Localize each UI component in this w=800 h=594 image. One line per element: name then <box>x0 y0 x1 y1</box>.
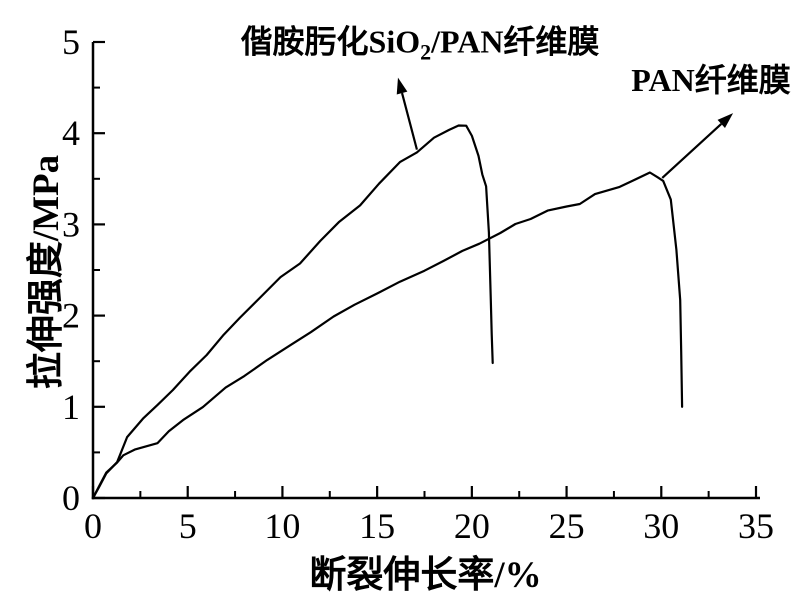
annotation-arrow-line-1 <box>661 123 723 179</box>
x-axis-title: 断裂伸长率/% <box>309 555 542 594</box>
x-tick-label: 15 <box>359 506 395 546</box>
annotation-modified-subscript: 2 <box>420 39 432 65</box>
y-axis-title: 拉伸强度/MPa <box>26 154 67 390</box>
y-tick-label: 0 <box>62 478 80 518</box>
curve-amidoximated-sio2-pan <box>91 124 494 500</box>
axis-ticks <box>91 40 758 500</box>
annotation-arrow-head-1 <box>717 113 734 128</box>
x-tick-label: 25 <box>549 506 585 546</box>
x-tick-label: 35 <box>738 506 774 546</box>
x-tick-label: 10 <box>264 506 300 546</box>
y-tick-label: 4 <box>62 113 80 153</box>
annotation-modified-suffix: /PAN纤维膜 <box>431 23 600 60</box>
axis-tick-labels: 0 5 10 15 20 25 30 35 0 1 2 3 4 5 <box>62 22 774 546</box>
x-tick-label: 30 <box>643 506 679 546</box>
y-tick-label: 1 <box>62 387 80 427</box>
annotation-arrows <box>396 77 734 179</box>
x-tick-label: 0 <box>84 506 102 546</box>
x-tick-label: 5 <box>179 506 197 546</box>
y-tick-label: 3 <box>62 204 80 244</box>
data-curves <box>91 124 684 500</box>
annotation-arrow-head-0 <box>396 77 408 95</box>
annotation-modified-membrane-label: 偕胺肟化SiO2/PAN纤维膜 <box>241 16 600 65</box>
annotation-pan-membrane-label: PAN纤维膜 <box>631 62 791 98</box>
annotation-arrow-line-0 <box>400 92 418 150</box>
annotation-modified-prefix: 偕胺肟化SiO <box>240 23 421 60</box>
y-tick-label: 5 <box>62 22 80 62</box>
x-tick-label: 20 <box>454 506 490 546</box>
curve-pan <box>91 171 684 500</box>
y-tick-label: 2 <box>62 296 80 336</box>
